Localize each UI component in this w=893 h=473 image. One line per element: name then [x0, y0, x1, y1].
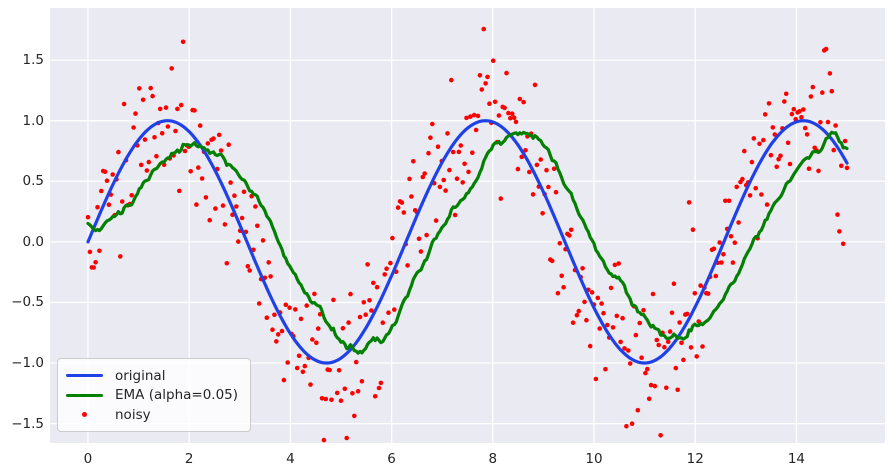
x-tick-label: 4 — [286, 451, 295, 467]
y-tick-label: 0.5 — [22, 173, 44, 190]
x-tick-label: 8 — [488, 451, 498, 467]
x-tick-label: 2 — [184, 451, 194, 467]
x-tick-label: 10 — [585, 451, 603, 467]
y-tick-label: 1.5 — [22, 52, 44, 69]
y-tick-label: −1.5 — [11, 415, 44, 432]
legend-line-sample-original — [66, 374, 103, 377]
x-tick-label: 14 — [787, 451, 806, 467]
x-tick-label: 6 — [387, 451, 396, 467]
legend-label-original: original — [115, 367, 166, 384]
y-tick-label: 1.0 — [22, 112, 44, 129]
y-tick-label: −0.5 — [11, 294, 44, 311]
legend-item-noisy: noisy — [66, 405, 240, 424]
legend-marker-sample-noisy — [66, 412, 103, 417]
x-tick-label: 12 — [686, 451, 704, 467]
legend-item-original: original — [66, 366, 240, 385]
y-tick-label: −1.0 — [11, 355, 44, 372]
legend-label-ema: EMA (alpha=0.05) — [115, 387, 239, 403]
y-tick-label: 0.0 — [22, 233, 44, 250]
x-tick-label: 0 — [83, 451, 93, 467]
legend-item-ema: EMA (alpha=0.05) — [66, 386, 240, 405]
legend-line-sample-ema — [66, 393, 103, 397]
legend: original EMA (alpha=0.05) noisy — [57, 358, 251, 432]
legend-label-noisy: noisy — [115, 406, 151, 423]
